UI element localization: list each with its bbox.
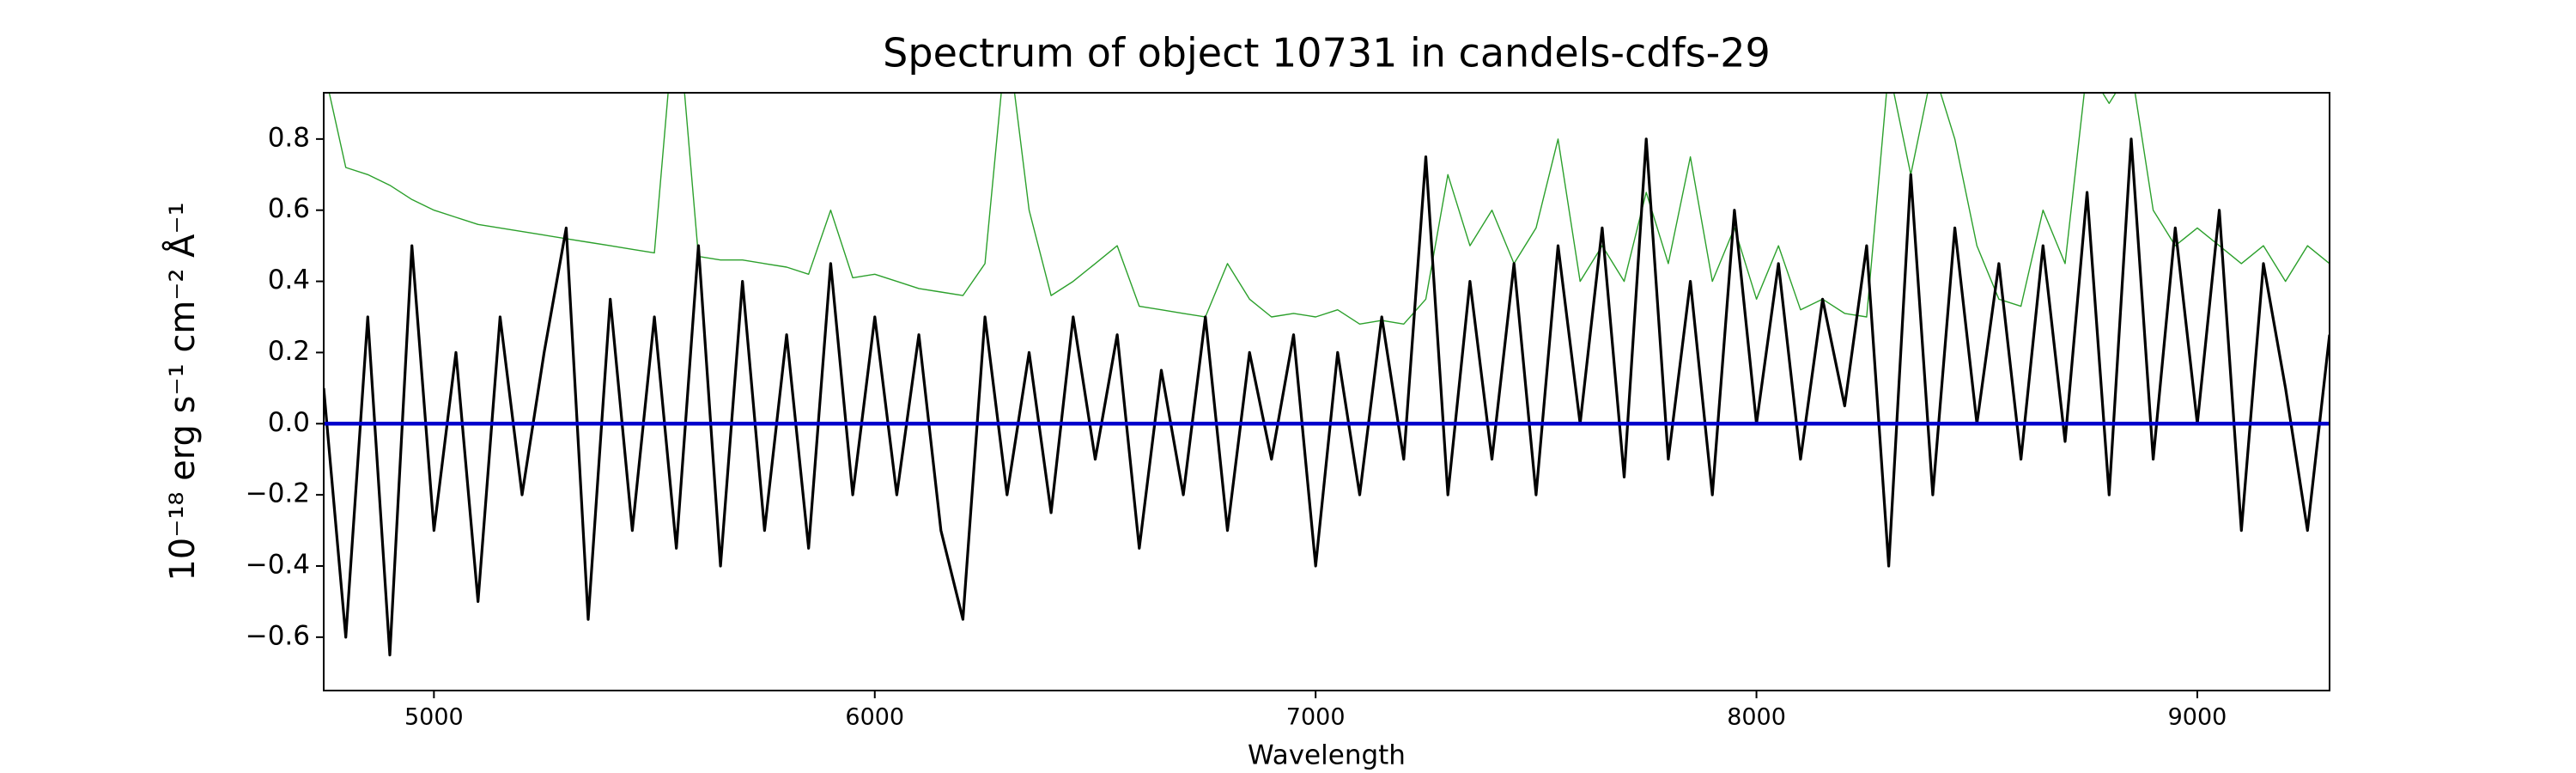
plot-frame — [323, 92, 2330, 691]
y-axis-label: 10⁻¹⁸ erg s⁻¹ cm⁻² Å⁻¹ — [161, 202, 203, 581]
x-tick-label: 8000 — [1727, 704, 1786, 731]
y-tick-label: 0.2 — [268, 336, 310, 367]
y-tick-label: −0.2 — [246, 478, 310, 509]
x-tick-label: 6000 — [845, 704, 904, 731]
y-tick-label: −0.6 — [246, 620, 310, 651]
plot-area — [324, 93, 2330, 657]
y-tick-label: 0.8 — [268, 122, 310, 153]
x-tick-label: 5000 — [404, 704, 464, 731]
x-tick-label: 7000 — [1286, 704, 1346, 731]
y-tick-label: 0.6 — [268, 193, 310, 224]
y-tick-label: 0.0 — [268, 407, 310, 438]
x-axis-label: Wavelength — [1248, 740, 1406, 771]
chart-title: Spectrum of object 10731 in candels-cdfs… — [883, 30, 1771, 76]
y-tick-label: 0.4 — [268, 265, 310, 295]
y-tick-label: −0.4 — [246, 550, 310, 581]
x-tick-label: 9000 — [2168, 704, 2227, 731]
spectrum-line — [324, 137, 2330, 657]
